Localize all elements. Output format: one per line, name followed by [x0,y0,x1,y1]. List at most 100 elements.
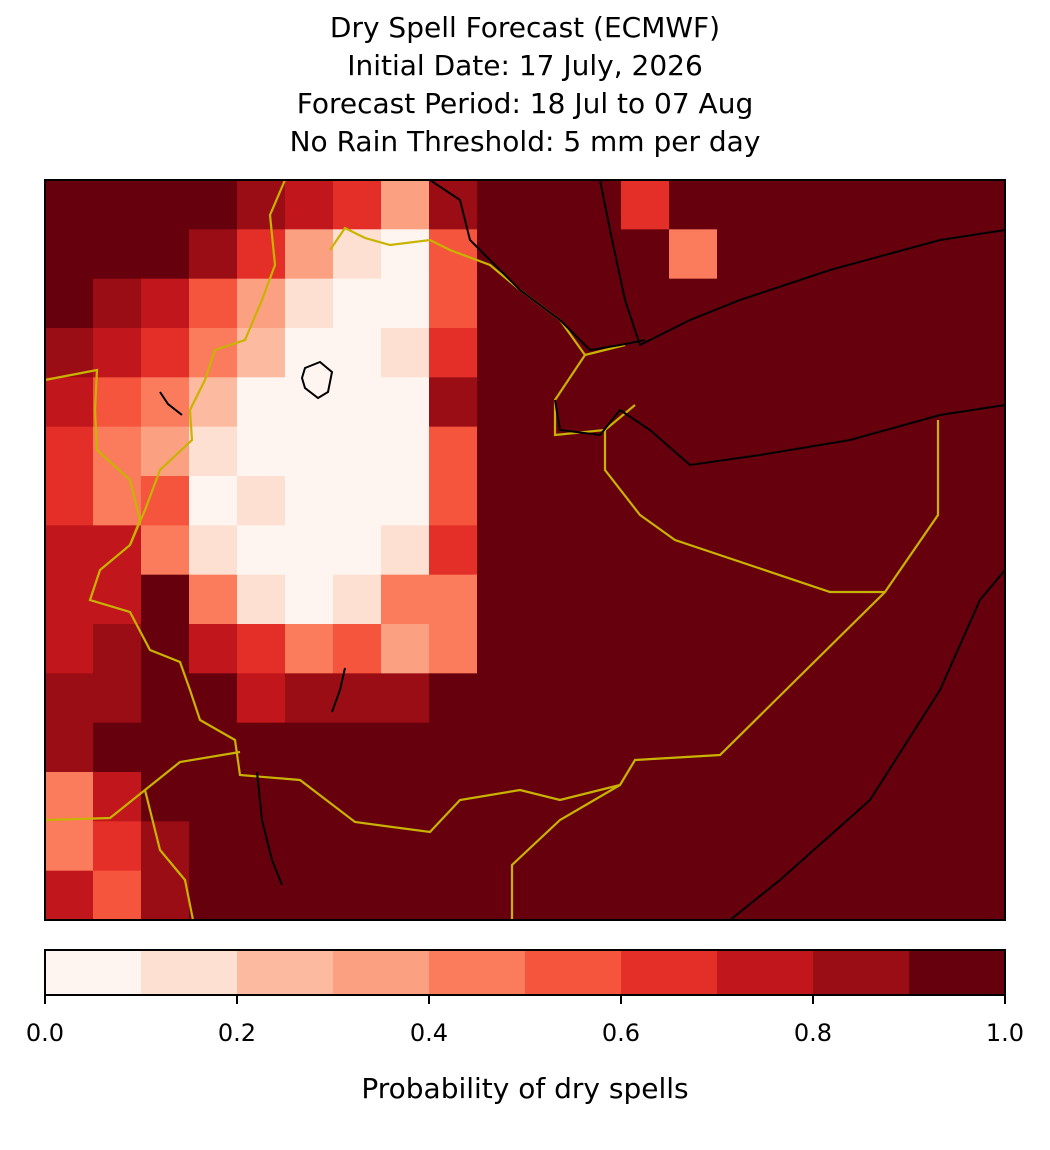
cell [765,180,814,230]
cell [333,377,382,428]
cell [333,180,382,230]
cell [765,426,814,477]
cell [477,328,526,378]
border [603,430,885,594]
cell [141,278,190,329]
cell [765,229,814,280]
cell [765,574,814,625]
cell [429,574,478,625]
colorbar-label: Probability of dry spells [361,1072,688,1105]
cell [621,278,670,329]
cell [141,180,190,230]
cell [957,525,1006,576]
cell [429,772,478,822]
cell [381,328,430,378]
cell [573,673,622,724]
colorbar-swatch [813,950,909,995]
cell [525,278,574,329]
cell [621,525,670,576]
cell [909,673,958,724]
cell [45,624,94,674]
colorbar-tick-label: 0.0 [26,1019,64,1047]
cell [93,476,142,526]
cell [621,180,670,230]
cell [573,278,622,329]
cell [93,624,142,674]
cell [429,821,478,872]
cell [669,722,718,773]
cell [573,525,622,576]
cell [669,673,718,724]
colorbar-swatch [717,950,813,995]
border [329,226,626,357]
cell [909,624,958,674]
cell [909,278,958,329]
cell [909,426,958,477]
cell [717,870,766,921]
cell [93,229,142,280]
cell [285,180,334,230]
cell [957,821,1006,872]
cell [669,377,718,428]
cell [189,722,238,773]
cell [381,476,430,526]
colorbar-tick-label: 0.6 [602,1019,640,1047]
cell [621,328,670,378]
cell [813,722,862,773]
cell [861,180,910,230]
cell [141,574,190,625]
cell [765,525,814,576]
cell [717,229,766,280]
cell [93,673,142,724]
cell [45,426,94,477]
cell [477,476,526,526]
cell [141,426,190,477]
cell [477,377,526,428]
cell [861,574,910,625]
cell [93,722,142,773]
cell [141,772,190,822]
cell [237,180,286,230]
cell [189,278,238,329]
map-lines [44,179,1006,921]
cell [909,525,958,576]
cell [669,772,718,822]
cell [861,278,910,329]
cell [813,476,862,526]
cell [765,278,814,329]
cell [381,229,430,280]
cell [141,870,190,921]
border [88,179,940,834]
cell [381,426,430,477]
border [143,789,195,921]
cell [45,574,94,625]
cell [477,722,526,773]
cell [189,525,238,576]
cell [45,476,94,526]
cell [189,772,238,822]
cell [381,574,430,625]
cell [285,328,334,378]
cell [525,624,574,674]
cell [45,821,94,872]
cell [669,574,718,625]
cell [189,476,238,526]
cell [333,870,382,921]
cell [621,574,670,625]
cell [381,377,430,428]
cell [813,525,862,576]
cell [429,722,478,773]
colorbar-swatch [621,950,717,995]
cell [381,624,430,674]
cell [141,821,190,872]
cell [285,229,334,280]
cell [573,821,622,872]
cell [813,673,862,724]
colorbar-tick-label: 0.4 [410,1019,448,1047]
cell [285,476,334,526]
cell [189,821,238,872]
cell [813,574,862,625]
cell [957,229,1006,280]
title: Dry Spell Forecast (ECMWF) Initial Date:… [290,11,761,158]
cell [669,426,718,477]
